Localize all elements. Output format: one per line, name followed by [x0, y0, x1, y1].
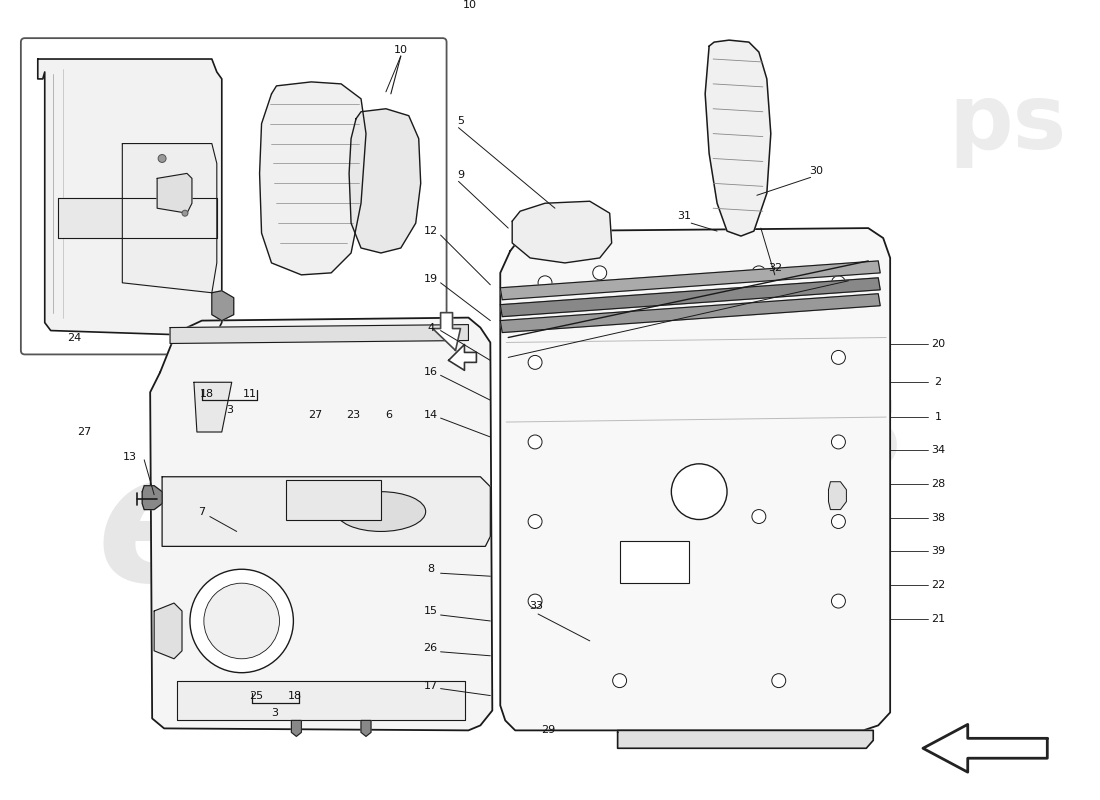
Text: 33: 33 [529, 601, 543, 611]
Text: 9: 9 [456, 170, 464, 180]
Circle shape [593, 266, 607, 280]
Text: 1: 1 [934, 412, 942, 422]
Text: 26: 26 [424, 643, 438, 653]
Text: 15: 15 [424, 606, 438, 616]
Circle shape [538, 276, 552, 290]
Circle shape [832, 350, 846, 364]
Text: 6: 6 [385, 410, 393, 420]
Text: 20: 20 [931, 339, 945, 350]
Text: 8: 8 [427, 564, 434, 574]
Circle shape [528, 514, 542, 529]
Polygon shape [500, 278, 880, 317]
Text: ps: ps [948, 80, 1067, 168]
Circle shape [528, 435, 542, 449]
Polygon shape [142, 486, 162, 510]
Text: 16: 16 [424, 367, 438, 378]
Text: 1985: 1985 [653, 398, 904, 486]
Text: 28: 28 [931, 478, 945, 489]
Text: 12: 12 [424, 226, 438, 236]
Circle shape [528, 594, 542, 608]
Polygon shape [157, 174, 191, 213]
Polygon shape [432, 313, 461, 350]
Text: 34: 34 [931, 445, 945, 455]
Text: 14: 14 [424, 410, 438, 420]
Polygon shape [349, 109, 420, 253]
Polygon shape [500, 294, 880, 333]
Polygon shape [194, 382, 232, 432]
Bar [286, 480, 381, 519]
Text: 23: 23 [346, 410, 360, 420]
Polygon shape [513, 202, 612, 263]
Text: 13: 13 [123, 452, 138, 462]
Text: a passion for parts: a passion for parts [277, 611, 485, 631]
Circle shape [832, 276, 846, 290]
Polygon shape [212, 290, 233, 321]
Text: 39: 39 [931, 546, 945, 556]
Polygon shape [705, 40, 771, 236]
Polygon shape [122, 143, 217, 293]
Text: 38: 38 [931, 513, 945, 522]
Polygon shape [260, 82, 366, 275]
Polygon shape [292, 721, 301, 736]
Text: 7: 7 [198, 506, 206, 517]
Polygon shape [617, 730, 873, 748]
Circle shape [671, 464, 727, 519]
Text: 21: 21 [931, 614, 945, 624]
Text: 32: 32 [768, 263, 782, 273]
Circle shape [832, 435, 846, 449]
Text: 27: 27 [77, 427, 91, 437]
Circle shape [772, 674, 785, 688]
Text: 3: 3 [227, 405, 233, 415]
Bar [619, 542, 690, 583]
Circle shape [190, 570, 294, 673]
Polygon shape [154, 603, 182, 658]
Polygon shape [828, 482, 846, 510]
FancyBboxPatch shape [21, 38, 447, 354]
Polygon shape [37, 59, 222, 335]
Text: 4: 4 [427, 322, 434, 333]
Polygon shape [361, 721, 371, 736]
Text: 18: 18 [288, 690, 302, 701]
Polygon shape [162, 477, 491, 546]
Text: 10: 10 [394, 45, 408, 55]
Circle shape [158, 154, 166, 162]
Circle shape [752, 266, 766, 280]
Text: 30: 30 [810, 166, 824, 177]
Polygon shape [500, 228, 890, 730]
Text: 11: 11 [243, 390, 256, 399]
Polygon shape [170, 325, 469, 343]
Text: 25: 25 [250, 690, 264, 701]
Text: 27: 27 [308, 410, 322, 420]
Polygon shape [151, 318, 493, 730]
Text: 22: 22 [931, 580, 945, 590]
Text: eu: eu [97, 443, 348, 619]
Polygon shape [500, 261, 880, 300]
Text: 29: 29 [541, 726, 556, 735]
Text: 17: 17 [424, 681, 438, 690]
Text: 24: 24 [67, 333, 81, 342]
Polygon shape [177, 681, 465, 721]
Ellipse shape [337, 492, 426, 531]
Circle shape [832, 594, 846, 608]
Text: 18: 18 [200, 390, 213, 399]
Circle shape [752, 510, 766, 523]
Circle shape [204, 583, 279, 658]
Circle shape [832, 485, 846, 498]
Polygon shape [57, 198, 217, 238]
Text: 10: 10 [463, 0, 477, 10]
Text: 31: 31 [678, 211, 691, 221]
Circle shape [832, 514, 846, 529]
Circle shape [613, 674, 627, 688]
Polygon shape [923, 725, 1047, 772]
Circle shape [182, 210, 188, 216]
Text: 2: 2 [934, 378, 942, 387]
Text: 5: 5 [456, 116, 464, 126]
Text: 3: 3 [271, 709, 278, 718]
Polygon shape [449, 345, 476, 370]
Text: 19: 19 [424, 274, 438, 284]
Circle shape [528, 355, 542, 370]
